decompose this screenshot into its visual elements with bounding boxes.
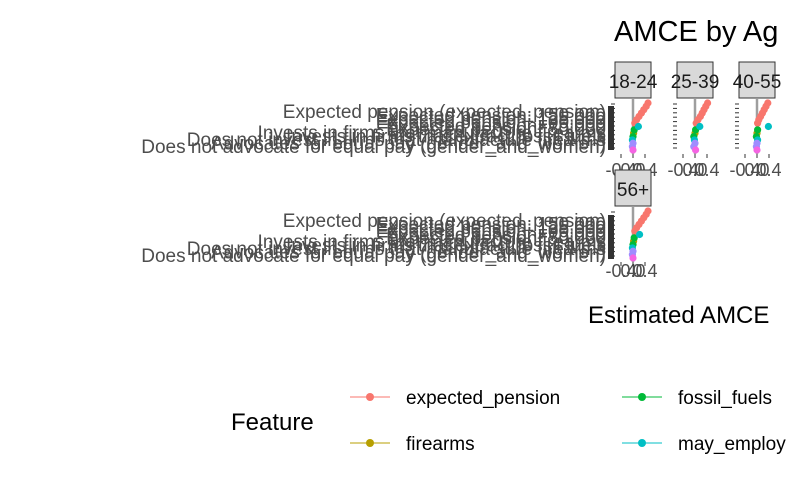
x-tick-label: -0.4 — [729, 160, 760, 180]
chart-title: AMCE by Ag — [614, 16, 778, 48]
data-point-other — [629, 254, 637, 262]
y-tick-label: Expected pension: 100,000 — [376, 222, 606, 243]
y-tick-label: Expected pension: 100,000 — [376, 113, 606, 134]
legend-entry: firearms — [350, 434, 475, 455]
legend-marker — [638, 439, 646, 447]
y-tick-label: Expected pension: 150,000 — [376, 215, 606, 236]
x-tick-label: 0.0 — [682, 160, 707, 180]
y-tick-label: Expected pension: 125,000 — [376, 109, 606, 130]
facet-strip — [676, 61, 714, 99]
data-point-fossil_fuels — [754, 126, 762, 134]
legend-label: may_employ — [678, 434, 786, 455]
x-tick-label: 0.4 — [632, 261, 657, 281]
data-point-expected_pension — [754, 119, 762, 127]
y-tick-label: Expected pension: 75,000 — [386, 225, 606, 246]
legend-label: fossil_fuels — [678, 388, 772, 409]
x-tick-label: 0.4 — [756, 160, 781, 180]
y-tick-label: Expected pension (expected_pension) — [283, 211, 606, 232]
legend-marker — [366, 439, 374, 447]
data-point-may_employ — [696, 122, 704, 131]
x-axis-title: Estimated AMCE — [588, 302, 769, 329]
y-tick-stack — [608, 215, 614, 259]
facet-strip-label: 18-24 — [609, 72, 658, 93]
legend-entry: expected_pension — [350, 388, 560, 409]
x-tick-label: -0.4 — [605, 261, 636, 281]
y-tick-label: Does not invest in firms that manufactur… — [187, 239, 606, 260]
facet-panel: 40-55 -0.40.00.4 — [729, 61, 782, 180]
facet-strip — [614, 61, 652, 99]
x-tick-label: 0.4 — [694, 160, 719, 180]
y-tick-label: Expected pension: 50,000 — [386, 120, 606, 141]
data-point-fossil_fuels — [630, 234, 638, 242]
facet-panels: 18-24-0.40.00.425-39-0.40.00.440-55-0.40… — [605, 61, 782, 281]
data-point-other — [753, 146, 761, 154]
y-tick-label: Does not advocate for equal pay (gender_… — [141, 137, 606, 158]
x-tick-label: -0.4 — [667, 160, 698, 180]
y-tick-label: Advocates for equal pay (gender_and_wome… — [211, 243, 606, 264]
facet-strip-label: 56+ — [617, 180, 649, 201]
x-tick-label: 0.0 — [620, 261, 645, 281]
legend-title: Feature — [231, 409, 314, 436]
y-axis-labels: Expected pension (expected_pension)Expec… — [141, 102, 614, 267]
y-tick-stack — [608, 106, 614, 150]
data-point-may_employ — [634, 122, 643, 131]
y-tick-label: Does not invest in firms that manufactur… — [187, 130, 606, 151]
data-point-may_employ — [764, 122, 773, 131]
y-tick-label: Expected pension: 125,000 — [376, 218, 606, 239]
legend-entry: fossil_fuels — [622, 388, 772, 409]
y-tick-label: Advocates for equal pay (gender_and_wome… — [211, 134, 606, 155]
facet-strip-label: 40-55 — [733, 72, 782, 93]
y-tick-label: Invests in firms that manufacture firear… — [258, 232, 606, 253]
data-point-other — [692, 146, 700, 154]
y-tick-label: Expected pension: 150,000 — [376, 106, 606, 127]
y-tick-label: Does not advocate for equal pay (gender_… — [141, 246, 606, 267]
x-tick-label: 0.0 — [744, 160, 769, 180]
legend-marker — [638, 393, 646, 401]
y-tick-label: Expected pension (expected_pension) — [283, 102, 606, 123]
data-point-may_employ — [636, 230, 644, 239]
facet-strip — [738, 61, 776, 99]
legend-label: expected_pension — [406, 388, 560, 409]
facet-strip-label: 25-39 — [671, 72, 720, 93]
legend: expected_pension fossil_fuels firearms may_… — [350, 388, 786, 455]
facet-panel: 25-39 -0.40.00.4 — [667, 61, 720, 180]
y-tick-label: Expected pension: 50,000 — [386, 229, 606, 250]
y-tick-label: Invests in firms that manufacture firear… — [258, 123, 606, 144]
legend-entry: may_employ — [622, 434, 786, 455]
y-tick-label: Invests in firms that extract fossil fue… — [286, 236, 606, 257]
legend-marker — [366, 393, 374, 401]
facet-strip — [614, 169, 652, 207]
y-tick-label: Expected pension: 75,000 — [386, 116, 606, 137]
y-tick-label: Invests in firms that extract fossil fue… — [286, 127, 606, 148]
data-point-other — [629, 146, 637, 154]
legend-label: firearms — [406, 434, 475, 455]
